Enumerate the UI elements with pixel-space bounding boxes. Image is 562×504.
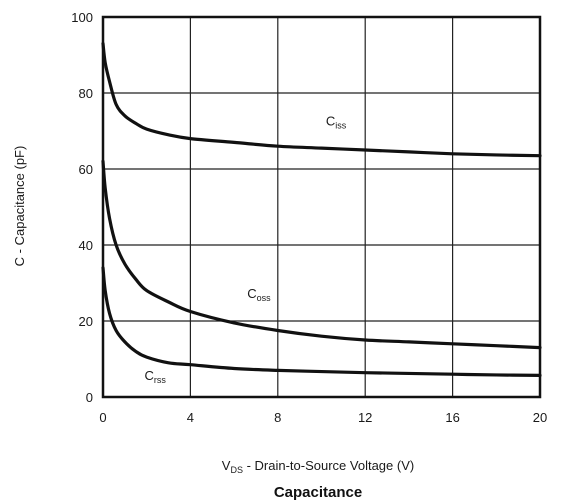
series-label-ciss: Ciss (326, 113, 347, 130)
x-axis-label: VDS - Drain-to-Source Voltage (V) (222, 458, 414, 475)
series-line-crss (101, 266, 542, 377)
series-label-crss: Crss (145, 368, 167, 385)
series-label-coss: Coss (247, 286, 271, 303)
plot-border (101, 15, 542, 399)
x-axis-label-subscript: DS (230, 465, 243, 475)
y-tick-label: 40 (79, 238, 93, 253)
y-tick-label: 100 (71, 10, 93, 25)
y-tick-label: 80 (79, 86, 93, 101)
x-tick-label: 4 (187, 410, 194, 425)
x-tick-label: 0 (99, 410, 106, 425)
y-tick-label: 60 (79, 162, 93, 177)
x-tick-label: 20 (533, 410, 547, 425)
series-labels: Ciss Coss Crss (145, 113, 347, 385)
x-tick-label: 12 (358, 410, 372, 425)
grid (103, 17, 540, 397)
curves (101, 42, 542, 377)
plot-frame (101, 15, 542, 399)
tick-labels: 0 4 8 12 16 20 0 20 40 60 80 100 (71, 10, 547, 425)
chart-title: Capacitance (274, 484, 362, 501)
y-tick-label: 20 (79, 314, 93, 329)
series-line-coss (101, 159, 542, 350)
y-tick-label: 0 (86, 390, 93, 405)
y-axis-label: C - Capacitance (pF) (12, 146, 27, 267)
x-tick-label: 16 (445, 410, 459, 425)
x-axis-label-rest: - Drain-to-Source Voltage (V) (243, 458, 414, 473)
x-tick-label: 8 (274, 410, 281, 425)
x-axis-label-prefix: V (222, 458, 231, 473)
series-line-ciss (101, 42, 542, 158)
